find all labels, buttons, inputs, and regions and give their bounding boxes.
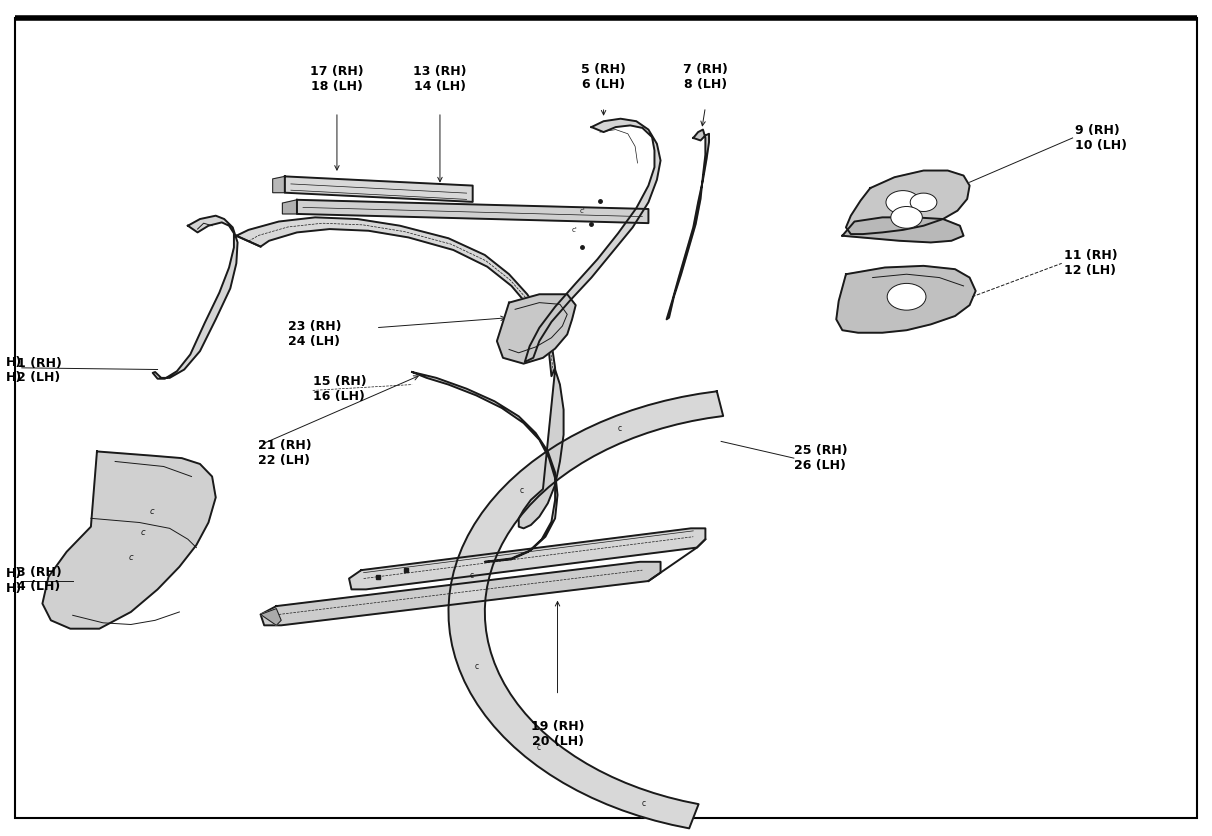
Text: 2 (LH): 2 (LH) <box>17 371 61 385</box>
Text: c: c <box>141 528 145 537</box>
Text: c: c <box>469 571 474 579</box>
Text: c: c <box>128 553 133 562</box>
Polygon shape <box>497 294 576 364</box>
Text: 7 (RH)
8 (LH): 7 (RH) 8 (LH) <box>682 63 728 91</box>
Polygon shape <box>297 200 648 223</box>
Text: 21 (RH)
22 (LH): 21 (RH) 22 (LH) <box>258 439 311 467</box>
Polygon shape <box>236 217 555 376</box>
Text: c: c <box>618 425 622 433</box>
Text: c: c <box>536 743 541 752</box>
Text: 17 (RH)
18 (LH): 17 (RH) 18 (LH) <box>310 65 364 94</box>
Text: c': c' <box>579 208 585 214</box>
Text: H)
H): H) H) <box>6 355 22 384</box>
Circle shape <box>887 283 926 310</box>
Text: 19 (RH)
20 (LH): 19 (RH) 20 (LH) <box>531 720 584 748</box>
Text: H)
H): H) H) <box>6 567 22 595</box>
Text: 25 (RH)
26 (LH): 25 (RH) 26 (LH) <box>794 444 847 472</box>
Polygon shape <box>282 200 297 214</box>
Circle shape <box>891 206 922 228</box>
Polygon shape <box>519 370 564 528</box>
Polygon shape <box>842 217 964 242</box>
Polygon shape <box>836 266 976 333</box>
Text: c: c <box>641 799 646 808</box>
Polygon shape <box>448 391 724 828</box>
Polygon shape <box>261 562 661 625</box>
Text: c: c <box>149 507 154 516</box>
Polygon shape <box>525 119 661 362</box>
Polygon shape <box>42 451 216 629</box>
Text: 9 (RH)
10 (LH): 9 (RH) 10 (LH) <box>1075 124 1127 152</box>
Polygon shape <box>667 130 709 319</box>
Text: c: c <box>520 487 524 495</box>
Text: c: c <box>475 662 479 671</box>
Polygon shape <box>153 216 238 379</box>
Text: 4 (LH): 4 (LH) <box>17 580 61 594</box>
Polygon shape <box>285 176 473 201</box>
Text: 23 (RH)
24 (LH): 23 (RH) 24 (LH) <box>288 320 342 349</box>
Text: 15 (RH)
16 (LH): 15 (RH) 16 (LH) <box>313 375 366 403</box>
Polygon shape <box>412 372 558 562</box>
Polygon shape <box>349 528 705 589</box>
Circle shape <box>886 191 920 214</box>
Polygon shape <box>273 176 285 193</box>
Text: c': c' <box>572 227 578 233</box>
Text: 3 (RH): 3 (RH) <box>17 566 62 579</box>
Text: 5 (RH)
6 (LH): 5 (RH) 6 (LH) <box>581 63 627 91</box>
Text: 13 (RH)
14 (LH): 13 (RH) 14 (LH) <box>413 65 467 94</box>
Polygon shape <box>846 171 970 234</box>
Text: 11 (RH)
12 (LH): 11 (RH) 12 (LH) <box>1064 249 1117 278</box>
Polygon shape <box>261 609 281 625</box>
Circle shape <box>910 193 937 212</box>
Text: 1 (RH): 1 (RH) <box>17 357 62 370</box>
